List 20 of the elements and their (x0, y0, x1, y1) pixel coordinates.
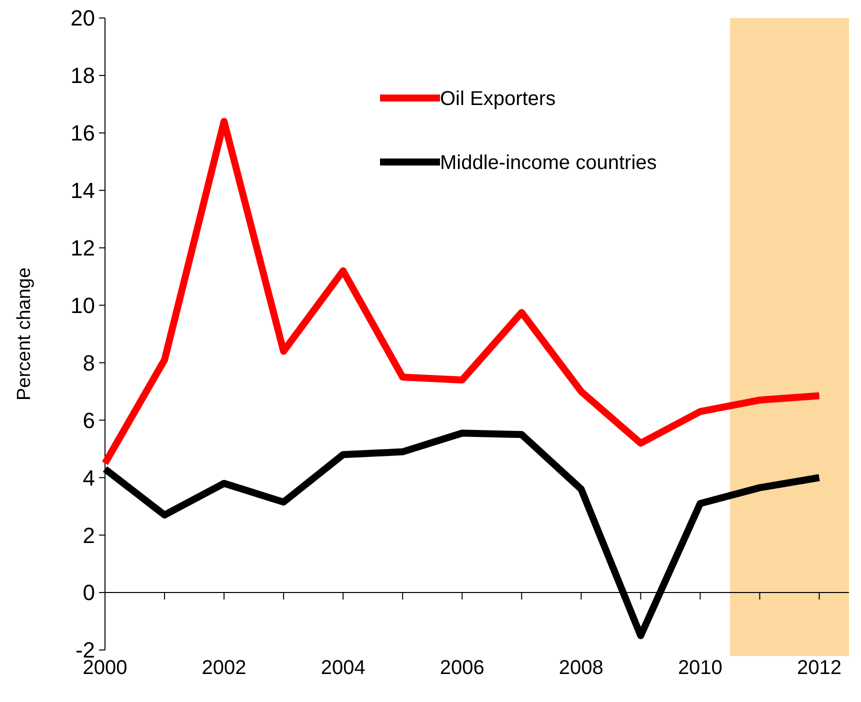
y-axis-title: Percent change (14, 267, 35, 401)
y-tick-label: 8 (82, 350, 95, 376)
y-tick-label: 0 (82, 580, 95, 606)
x-tick-label: 2002 (202, 657, 246, 679)
y-tick-label: 10 (70, 292, 95, 318)
y-tick-label: 14 (70, 178, 95, 204)
x-tick-label: 2010 (678, 657, 722, 679)
y-tick-label: 4 (82, 465, 95, 490)
legend-label: Middle-income countries (440, 152, 657, 174)
x-tick-label: 2004 (320, 657, 366, 679)
y-tick-label: 16 (70, 120, 95, 146)
x-tick-label: 2012 (796, 657, 842, 679)
x-tick-label: 2008 (558, 657, 604, 679)
y-tick-label: 12 (70, 236, 95, 261)
y-tick-label: 20 (70, 6, 95, 31)
y-tick-label: 2 (82, 522, 95, 548)
y-tick-label: 18 (70, 63, 95, 88)
x-tick-label: 2006 (440, 657, 484, 679)
legend-label: Oil Exporters (440, 88, 556, 110)
y-tick-label: 6 (82, 408, 95, 433)
